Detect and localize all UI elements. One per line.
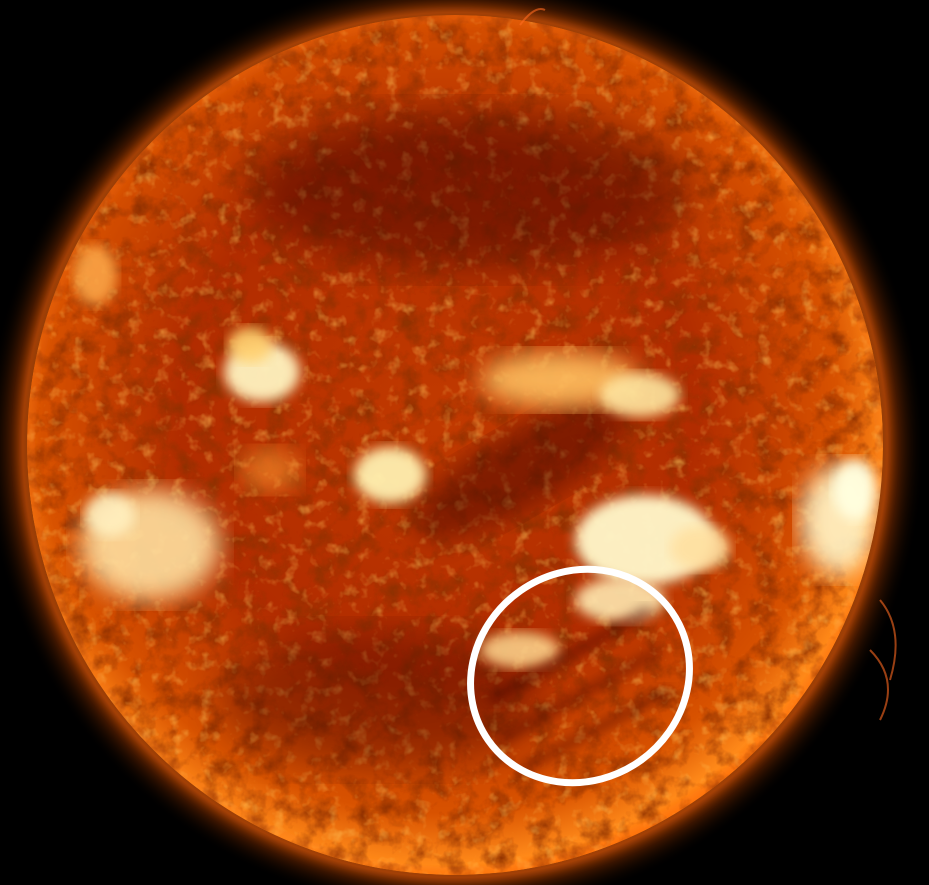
solar-limb <box>24 12 886 878</box>
solar-disk <box>27 15 883 875</box>
active-regions <box>73 245 880 668</box>
dark-region-center <box>414 400 626 540</box>
dark-region-south <box>220 630 540 770</box>
limb-prominences <box>519 8 897 721</box>
highlight-ellipse <box>467 565 693 787</box>
dark-region-north <box>250 110 690 270</box>
filament-streaks <box>487 605 672 774</box>
